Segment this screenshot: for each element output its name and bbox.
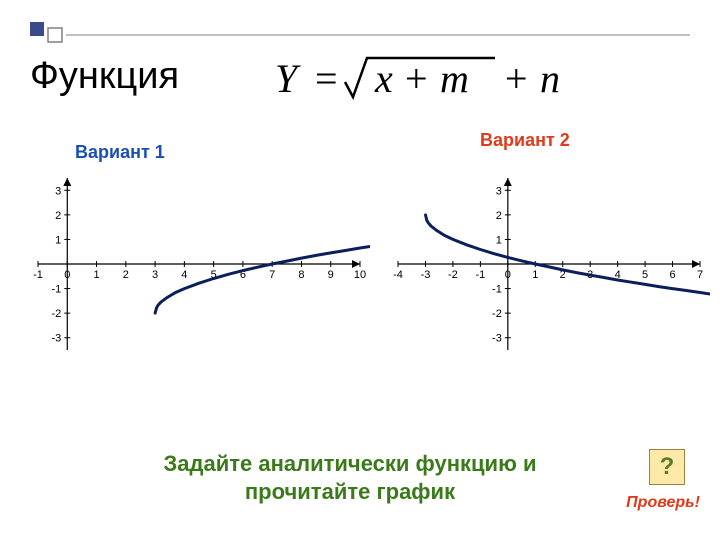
svg-text:1: 1: [93, 269, 99, 281]
check-label: Проверь!: [626, 494, 700, 512]
svg-text:4: 4: [181, 269, 187, 281]
svg-text:1: 1: [55, 234, 61, 246]
svg-text:-1: -1: [51, 284, 61, 296]
svg-text:0: 0: [64, 269, 70, 281]
formula-Y: Y: [275, 56, 301, 101]
chart-variant1: -1012345678910-3-2-1123: [20, 168, 370, 373]
formula-n: n: [540, 56, 560, 101]
question-icon: ?: [660, 453, 675, 481]
svg-text:5: 5: [642, 269, 648, 281]
svg-text:-3: -3: [492, 333, 502, 345]
svg-text:9: 9: [328, 269, 334, 281]
formula: Y = x + m + n: [275, 52, 595, 112]
svg-text:-3: -3: [51, 333, 61, 345]
svg-text:-2: -2: [51, 308, 61, 320]
svg-text:-3: -3: [421, 269, 431, 281]
svg-text:7: 7: [697, 269, 703, 281]
svg-text:-4: -4: [393, 269, 403, 281]
svg-text:-1: -1: [33, 269, 43, 281]
svg-text:-2: -2: [492, 308, 502, 320]
formula-m: m: [440, 56, 469, 101]
svg-text:1: 1: [496, 234, 502, 246]
svg-text:3: 3: [496, 185, 502, 197]
deco-square-filled: [30, 22, 44, 36]
formula-x: x: [374, 56, 393, 101]
variant1-label: Вариант 1: [75, 142, 165, 163]
svg-text:10: 10: [354, 269, 366, 281]
formula-eq: =: [315, 56, 338, 101]
task-text: Задайте аналитически функцию и прочитайт…: [100, 450, 600, 505]
svg-text:-2: -2: [448, 269, 458, 281]
formula-plus2: +: [505, 56, 528, 101]
svg-text:2: 2: [55, 210, 61, 222]
chart-variant2: -4-3-2-101234567-3-2-1123: [380, 168, 710, 373]
variant2-label: Вариант 2: [480, 130, 570, 151]
formula-plus1: +: [405, 56, 428, 101]
svg-text:1: 1: [532, 269, 538, 281]
svg-text:2: 2: [496, 210, 502, 222]
corner-decoration: [30, 22, 690, 53]
svg-text:3: 3: [55, 185, 61, 197]
svg-text:6: 6: [669, 269, 675, 281]
check-button[interactable]: ?: [649, 449, 685, 485]
svg-text:0: 0: [505, 269, 511, 281]
svg-text:2: 2: [123, 269, 129, 281]
svg-text:8: 8: [298, 269, 304, 281]
page-title: Функция: [30, 55, 179, 98]
svg-text:3: 3: [152, 269, 158, 281]
svg-text:7: 7: [269, 269, 275, 281]
deco-square-outline: [48, 28, 62, 42]
svg-text:-1: -1: [475, 269, 485, 281]
svg-text:-1: -1: [492, 284, 502, 296]
